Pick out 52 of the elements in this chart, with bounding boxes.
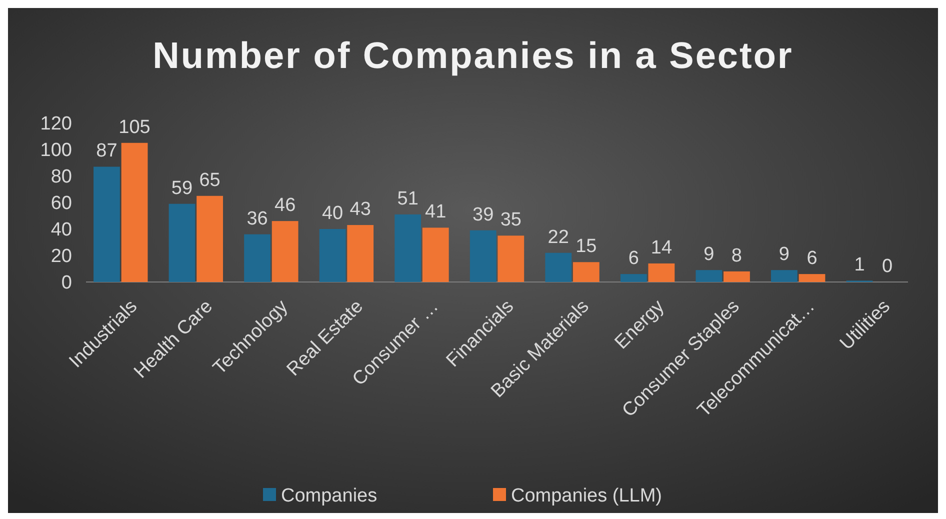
y-tick-label: 120 xyxy=(40,114,72,135)
data-label: 6 xyxy=(806,248,818,270)
bar xyxy=(648,263,675,282)
legend-label: Companies xyxy=(281,486,378,507)
y-tick-label: 20 xyxy=(50,246,72,268)
bar xyxy=(272,221,298,282)
data-label: 9 xyxy=(778,244,790,266)
bar xyxy=(771,270,798,282)
bar xyxy=(696,270,722,282)
data-label: 59 xyxy=(171,178,193,199)
bar xyxy=(168,204,196,282)
data-label: 40 xyxy=(322,203,344,224)
bar xyxy=(196,196,223,282)
y-tick-label: 60 xyxy=(50,193,72,214)
data-label: 35 xyxy=(500,210,522,231)
data-label: 1 xyxy=(854,254,865,276)
bar xyxy=(470,230,496,282)
bar xyxy=(94,166,120,282)
bar xyxy=(394,214,422,282)
bar xyxy=(121,142,148,282)
bar xyxy=(545,252,572,282)
data-label: 15 xyxy=(576,236,597,258)
data-label: 46 xyxy=(274,195,296,216)
bar xyxy=(319,229,346,282)
data-label: 39 xyxy=(472,204,494,226)
y-tick-label: 100 xyxy=(40,140,72,162)
data-label: 65 xyxy=(199,170,220,191)
y-tick-label: 80 xyxy=(50,166,72,188)
data-label: 36 xyxy=(246,208,268,230)
bar xyxy=(347,225,374,282)
data-label: 41 xyxy=(425,202,446,223)
data-label: 43 xyxy=(350,199,371,220)
bar xyxy=(244,234,270,282)
y-tick-label: 0 xyxy=(61,272,72,294)
legend-label: Companies (LLM) xyxy=(511,486,662,507)
data-label: 87 xyxy=(96,140,118,162)
data-label: 0 xyxy=(882,256,893,277)
bar xyxy=(798,274,826,282)
y-tick-label: 40 xyxy=(50,220,72,241)
bar xyxy=(572,262,600,282)
data-label: 105 xyxy=(118,116,150,138)
data-label: 8 xyxy=(731,245,742,266)
bar xyxy=(620,274,647,282)
bar xyxy=(422,228,449,282)
data-label: 22 xyxy=(548,226,569,248)
bar xyxy=(724,271,750,282)
chart-title: Number of Companies in a Sector xyxy=(152,35,794,76)
data-label: 51 xyxy=(397,188,418,210)
data-label: 6 xyxy=(628,248,639,270)
bar xyxy=(498,236,524,282)
data-label: 14 xyxy=(650,237,672,258)
data-label: 9 xyxy=(704,244,714,266)
